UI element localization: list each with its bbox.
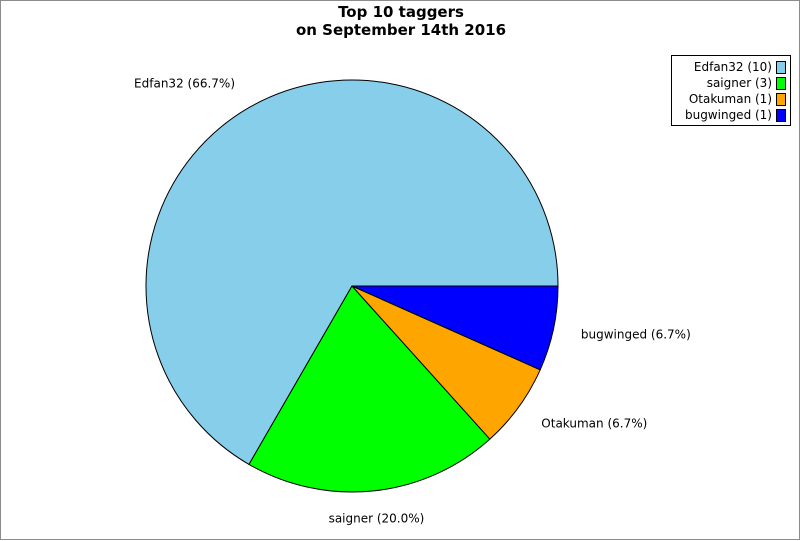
legend-label: Otakuman (1)	[688, 92, 772, 106]
legend-swatch	[776, 92, 786, 106]
legend-item-edfan32: Edfan32 (10)	[676, 59, 786, 75]
legend-swatch	[776, 60, 786, 74]
legend-label: saigner (3)	[706, 76, 772, 90]
legend-item-saigner: saigner (3)	[676, 75, 786, 91]
chart-legend: Edfan32 (10) saigner (3) Otakuman (1) bu…	[671, 55, 791, 126]
slice-label-saigner: saigner (20.0%)	[329, 512, 425, 526]
chart-title-line: Top 10 taggers	[338, 3, 464, 21]
legend-label: bugwinged (1)	[684, 108, 772, 122]
chart-subtitle: on September 14th 2016	[295, 21, 507, 39]
chart-title: Top 10 taggers on September 14th 2016	[1, 3, 800, 39]
slice-label-bugwinged: bugwinged (6.7%)	[581, 328, 691, 342]
legend-item-otakuman: Otakuman (1)	[676, 91, 786, 107]
legend-swatch	[776, 76, 786, 90]
pie-slice-bugwinged	[351, 285, 559, 371]
pie-slice-saigner	[248, 285, 491, 493]
legend-swatch	[776, 108, 786, 122]
legend-label: Edfan32 (10)	[693, 60, 772, 74]
pie-slice-edfan32	[145, 79, 559, 466]
slice-label-otakuman: Otakuman (6.7%)	[541, 417, 647, 431]
slice-label-edfan32: Edfan32 (66.7%)	[134, 76, 235, 90]
legend-item-bugwinged: bugwinged (1)	[676, 107, 786, 123]
